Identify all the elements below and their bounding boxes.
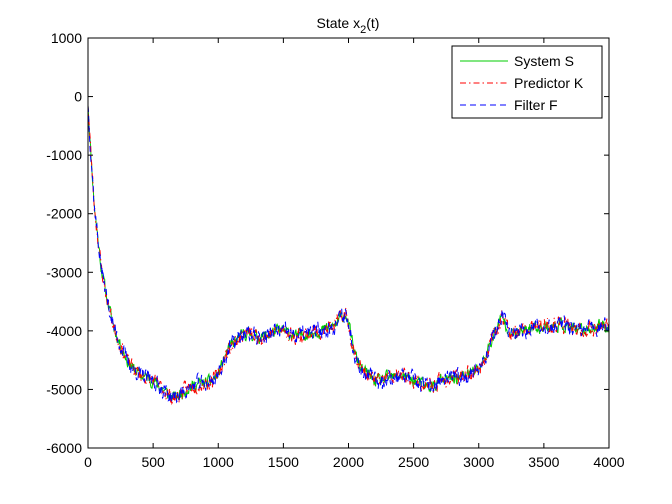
legend-entries: System S Predictor K Filter F (460, 53, 584, 113)
x-tick-label: 1500 (268, 454, 299, 470)
y-tick-label: 1000 (51, 30, 82, 46)
y-tick-label: -2000 (46, 206, 82, 222)
x-tick-label: 2500 (398, 454, 429, 470)
legend-label-2: Filter F (514, 97, 558, 113)
y-tick-label: 0 (74, 89, 82, 105)
x-tick-label: 4000 (593, 454, 624, 470)
legend-box (451, 45, 603, 119)
series-line-0 (88, 105, 609, 401)
y-tick-label: -1000 (46, 147, 82, 163)
legend-label-0: System S (514, 53, 574, 69)
chart-title: State x2(t) (317, 15, 380, 36)
x-tick-label: 0 (84, 454, 92, 470)
x-tick-label: 500 (141, 454, 165, 470)
series-line-1 (88, 105, 609, 406)
x-axis: 0 500 1000 1500 2000 2500 3000 3500 4000 (84, 38, 625, 470)
x-tick-label: 3500 (528, 454, 559, 470)
legend: System S Predictor K Filter F (451, 45, 603, 119)
y-tick-label: -3000 (46, 264, 82, 280)
series-line-2 (88, 105, 609, 404)
chart-title-tail: (t) (366, 15, 379, 31)
y-axis: -6000 -5000 -4000 -3000 -2000 -1000 0 1000 (46, 30, 609, 456)
series-layer (88, 105, 609, 406)
x-tick-label: 2000 (333, 454, 364, 470)
x-tick-label: 3000 (463, 454, 494, 470)
chart-title-subscript: 2 (360, 24, 366, 36)
chart-title-main: State x (317, 15, 361, 31)
y-tick-label: -6000 (46, 440, 82, 456)
y-tick-label: -4000 (46, 323, 82, 339)
x-tick-label: 1000 (203, 454, 234, 470)
legend-label-1: Predictor K (514, 75, 584, 91)
y-tick-label: -5000 (46, 381, 82, 397)
